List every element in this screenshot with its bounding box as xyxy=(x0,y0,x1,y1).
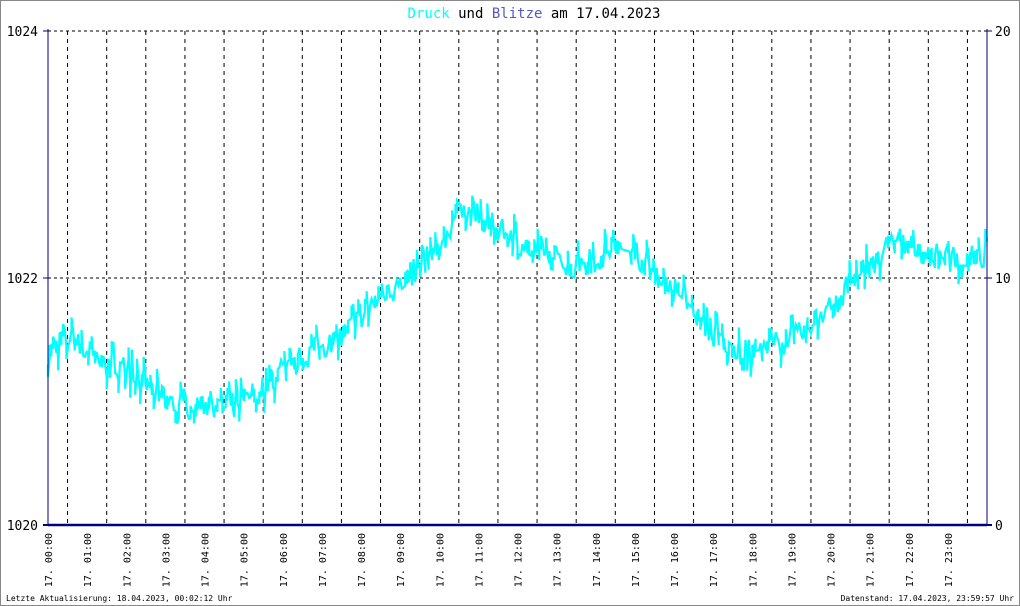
x-tick-label: 17. 16:00 xyxy=(670,533,681,587)
x-tick-label: 17. 20:00 xyxy=(827,533,838,587)
x-tick-label: 17. 00:00 xyxy=(44,533,55,587)
x-tick-label: 17. 19:00 xyxy=(787,533,798,587)
x-tick-label: 17. 08:00 xyxy=(357,533,368,587)
x-tick-label: 17. 22:00 xyxy=(905,533,916,587)
x-tick-label: 17. 06:00 xyxy=(279,533,290,587)
title-date: 17.04.2023 xyxy=(576,6,660,22)
footer-data-status: Datenstand: 17.04.2023, 23:59:57 Uhr xyxy=(841,594,1015,603)
y-right-tick-label: 0 xyxy=(995,519,1003,534)
series-druck-line xyxy=(46,195,989,425)
x-tick-label: 17. 12:00 xyxy=(514,533,525,587)
x-tick-label: 17. 13:00 xyxy=(553,533,564,587)
x-tick-label: 17. 05:00 xyxy=(240,533,251,587)
x-tick-label: 17. 18:00 xyxy=(748,533,759,587)
y-right-tick-label: 10 xyxy=(995,272,1011,287)
title-space-4 xyxy=(568,6,576,22)
x-tick-label: 17. 15:00 xyxy=(631,533,642,587)
x-tick-label: 17. 14:00 xyxy=(592,533,603,587)
title-connector: und xyxy=(458,6,483,22)
x-tick-label: 17. 09:00 xyxy=(396,533,407,587)
y-left-tick-label: 1020 xyxy=(7,519,38,534)
title-series-blitze: Blitze xyxy=(492,6,543,22)
x-tick-label: 17. 02:00 xyxy=(122,533,133,587)
y-left-tick-label: 1022 xyxy=(7,272,38,287)
axes xyxy=(43,29,992,526)
x-tick-label: 17. 07:00 xyxy=(318,533,329,587)
y-right-tick-label: 20 xyxy=(995,25,1011,40)
x-tick-label: 17. 17:00 xyxy=(709,533,720,587)
title-date-prefix: am xyxy=(551,6,568,22)
grid xyxy=(48,30,987,525)
title-space-3 xyxy=(542,6,550,22)
y-left-tick-label: 1024 xyxy=(7,25,38,40)
title-space-2 xyxy=(483,6,491,22)
x-tick-label: 17. 10:00 xyxy=(435,533,446,587)
x-tick-label: 17. 11:00 xyxy=(474,533,485,587)
title-series-druck: Druck xyxy=(408,6,451,22)
x-tick-label: 17. 04:00 xyxy=(201,533,212,587)
title-space-1 xyxy=(450,6,458,22)
chart-title: Druck und Blitze am 17.04.2023 xyxy=(408,6,661,22)
x-tick-label: 17. 23:00 xyxy=(944,533,955,587)
x-tick-label: 17. 01:00 xyxy=(83,533,94,587)
data-series xyxy=(46,195,989,527)
footer-last-update: Letzte Aktualisierung: 18.04.2023, 00:02… xyxy=(6,594,233,603)
x-tick-label: 17. 03:00 xyxy=(161,533,172,587)
x-tick-label: 17. 21:00 xyxy=(866,533,877,587)
